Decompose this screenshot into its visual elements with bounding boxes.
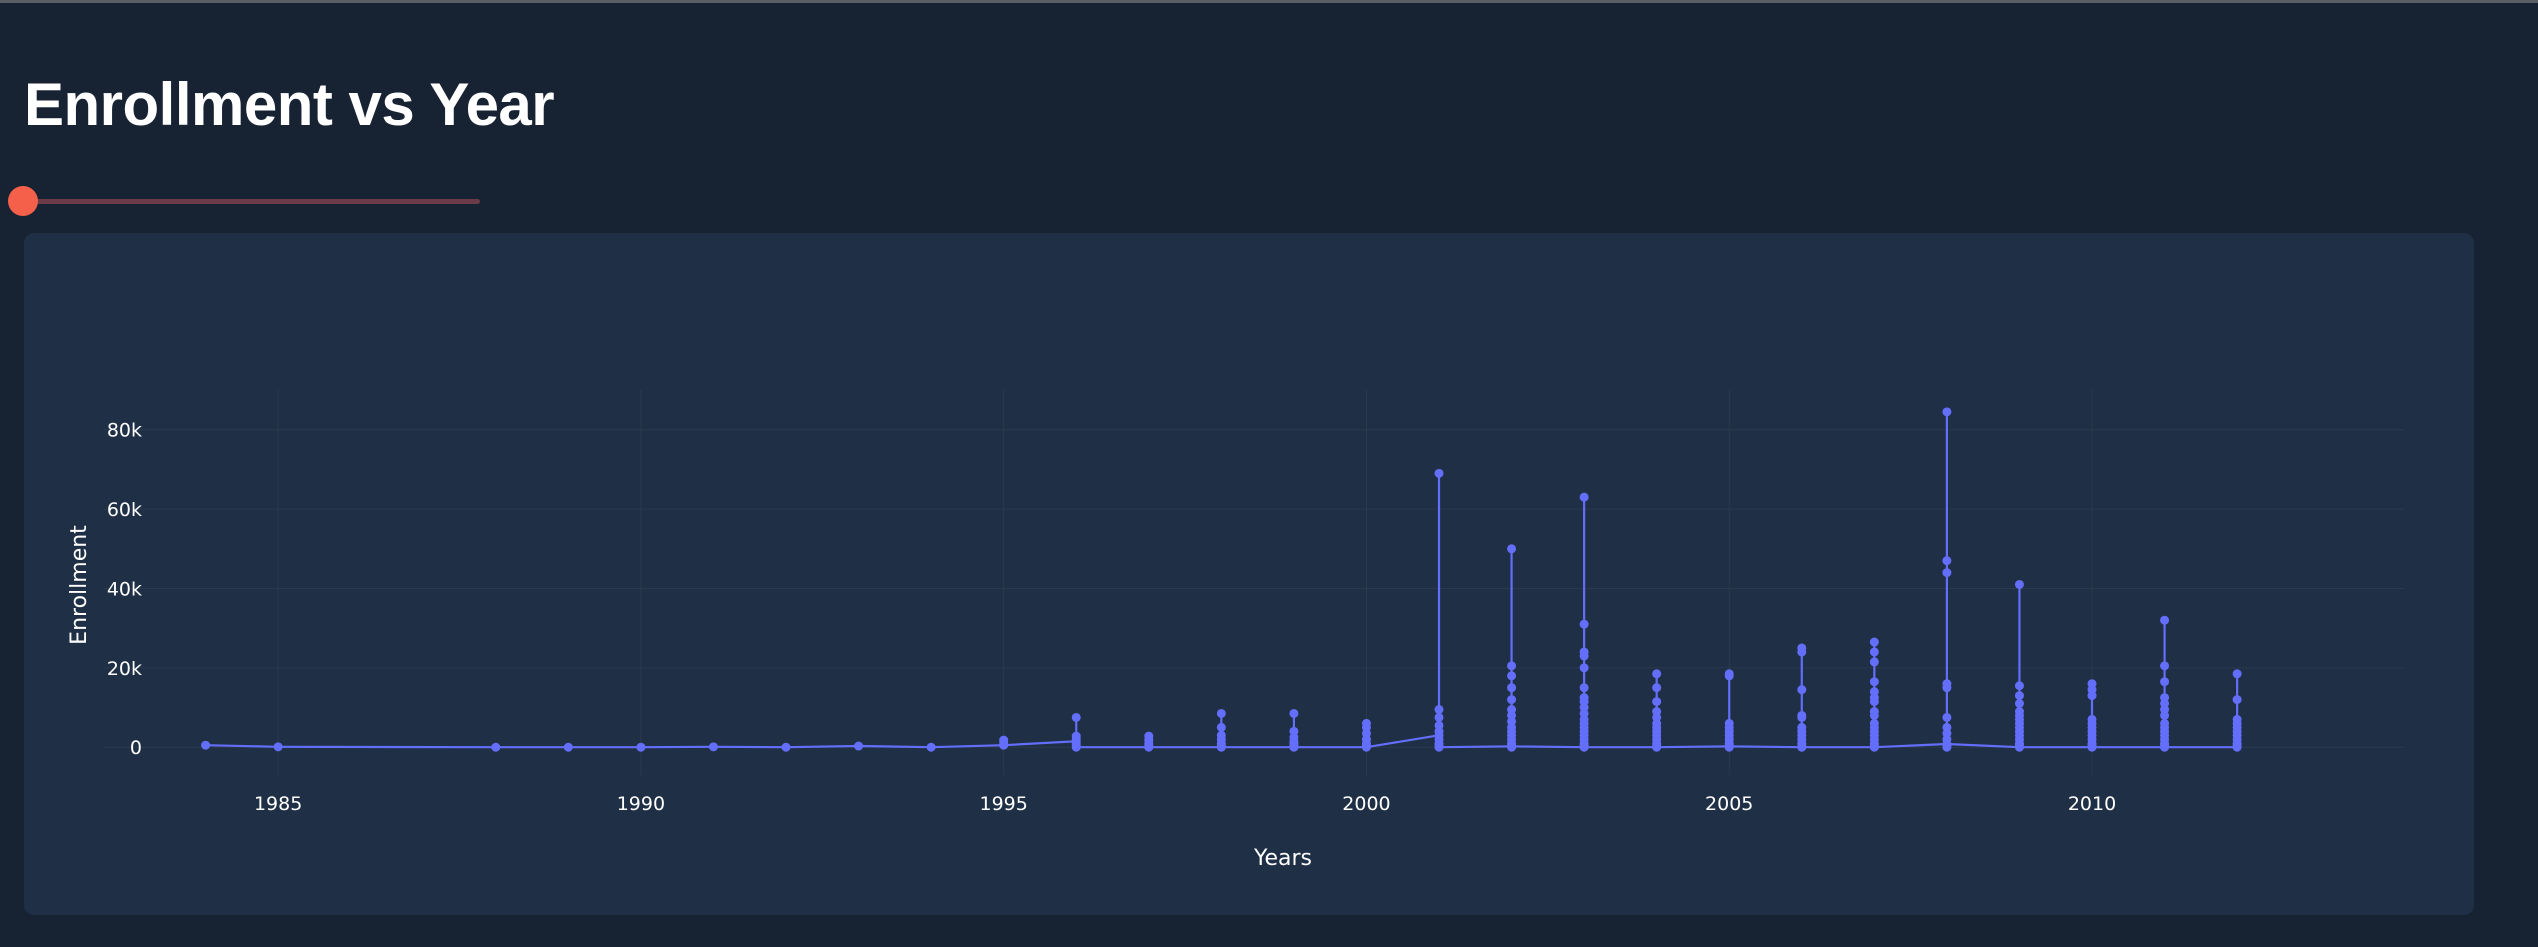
data-point[interactable] [1797,722,1807,732]
y-tick-label: 0 [130,737,142,759]
data-point[interactable] [2160,661,2170,671]
data-point[interactable] [1579,492,1589,502]
data-point[interactable] [1869,657,1879,667]
data-point[interactable] [1652,706,1662,716]
data-point[interactable] [1507,705,1517,715]
data-point[interactable] [1579,683,1589,693]
x-axis-title: Years [1253,846,1312,871]
data-point[interactable] [273,742,283,752]
data-point[interactable] [2014,699,2024,709]
data-point[interactable] [1216,708,1226,718]
data-point[interactable] [1144,731,1154,741]
data-point[interactable] [1216,730,1226,740]
data-point[interactable] [1289,726,1299,736]
data-point[interactable] [1434,468,1444,478]
axis-layer: 1985 1990 1995 2000 2005 2010 0 20k 40k 60k 80k [107,420,2116,815]
data-point[interactable] [708,742,718,752]
page-title: Enrollment vs Year [24,71,555,138]
data-point[interactable] [1579,693,1589,703]
data-point[interactable] [1216,722,1226,732]
data-point[interactable] [1507,671,1517,681]
data-point[interactable] [1942,568,1952,578]
data-point[interactable] [1869,677,1879,687]
series-layer [201,407,2242,752]
data-point[interactable] [2014,691,2024,701]
data-point[interactable] [1434,712,1444,722]
data-point[interactable] [1724,669,1734,679]
data-point[interactable] [1942,722,1952,732]
y-tick-label: 60k [107,499,142,521]
data-point[interactable] [2087,679,2097,689]
data-point[interactable] [1797,710,1807,720]
data-point[interactable] [2160,693,2170,703]
data-point[interactable] [2014,681,2024,691]
data-point[interactable] [926,742,936,752]
data-point[interactable] [1869,647,1879,657]
data-point[interactable] [1289,708,1299,718]
data-point[interactable] [1652,683,1662,693]
data-point[interactable] [1942,556,1952,566]
enrollment-chart: 1985 1990 1995 2000 2005 2010 0 20k 40k 60k 80k Ye… [67,390,2404,871]
data-point[interactable] [1869,706,1879,716]
data-point[interactable] [2014,579,2024,589]
data-point[interactable] [854,741,864,751]
data-point[interactable] [1942,679,1952,689]
x-tick-label: 1990 [617,793,665,815]
data-point[interactable] [1797,643,1807,653]
data-point[interactable] [2232,714,2242,724]
data-point[interactable] [2087,714,2097,724]
slider-track[interactable] [22,199,480,204]
slider-thumb[interactable] [8,186,38,216]
data-point[interactable] [1579,663,1589,673]
year-slider[interactable] [8,186,480,216]
data-point[interactable] [2160,615,2170,625]
data-point[interactable] [1579,619,1589,629]
x-tick-label: 1995 [980,793,1028,815]
data-point[interactable] [781,742,791,752]
data-point[interactable] [2232,669,2242,679]
grid-layer [104,390,2404,775]
data-point[interactable] [1869,718,1879,728]
chart-card: 1985 1990 1995 2000 2005 2010 0 20k 40k 60k 80k Ye… [24,233,2474,915]
window-top-border [0,0,2538,3]
data-point[interactable] [1869,687,1879,697]
data-point[interactable] [2232,695,2242,705]
data-point[interactable] [2160,677,2170,687]
data-point[interactable] [2014,706,2024,716]
data-point[interactable] [1071,731,1081,741]
y-tick-label: 80k [107,420,142,442]
x-tick-label: 2005 [1705,793,1753,815]
data-point[interactable] [1942,407,1952,417]
data-point[interactable] [1434,705,1444,715]
data-point[interactable] [1724,718,1734,728]
data-point[interactable] [636,742,646,752]
data-point[interactable] [1579,647,1589,657]
data-point[interactable] [1869,637,1879,647]
data-point[interactable] [1942,712,1952,722]
x-tick-label: 2010 [2068,793,2116,815]
x-tick-label: 1985 [254,793,302,815]
data-point[interactable] [1652,697,1662,707]
data-point[interactable] [563,742,573,752]
x-tick-label: 2000 [1342,793,1390,815]
data-point[interactable] [1652,669,1662,679]
data-point[interactable] [1361,718,1371,728]
data-point[interactable] [1507,544,1517,554]
y-tick-label: 20k [107,658,142,680]
y-axis-title: Enrollment [67,525,92,645]
data-point[interactable] [1507,683,1517,693]
data-point[interactable] [1797,685,1807,695]
data-point[interactable] [1434,720,1444,730]
data-point[interactable] [1071,712,1081,722]
data-point[interactable] [1507,695,1517,705]
data-point[interactable] [1507,661,1517,671]
y-tick-label: 40k [107,578,142,600]
data-point[interactable] [491,742,501,752]
data-point[interactable] [201,740,211,750]
data-point[interactable] [999,735,1009,745]
data-point[interactable] [2160,718,2170,728]
